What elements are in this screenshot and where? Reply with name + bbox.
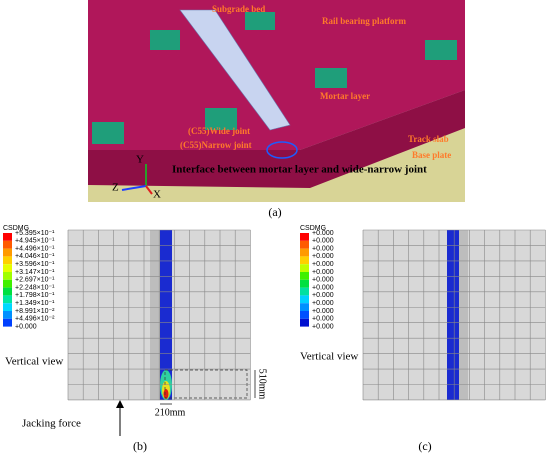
dim-label: 210mm [155,407,186,418]
legend-label: +4.496×10⁻² [15,316,55,323]
legend-swatch [3,311,12,319]
legend-swatch [3,233,12,241]
axis-arrow [121,185,147,191]
legend-label: +2.248×10⁻¹ [15,284,55,291]
block [425,40,457,60]
label: Interface between mortar layer and wide-… [172,164,427,176]
panel-a: Subgrade bed Rail bearing platform Morta… [88,0,465,219]
force-label: Jacking force [22,418,81,430]
legend-label: +0.000 [312,245,334,252]
legend-swatch [3,303,12,311]
legend-label: +0.000 [312,253,334,260]
legend-label: +0.000 [312,238,334,245]
legend-title: CSDMG [300,225,326,232]
joint-strip [179,9,291,131]
legend-title: CSDMG [3,225,29,232]
view-label: Vertical view [300,351,358,363]
legend-label: +0.000 [312,308,334,315]
dim-box [164,369,248,399]
view-label: Vertical view [5,356,63,368]
force-arrow-head [116,400,124,408]
label: Base plate [412,150,451,160]
label: Rail bearing platform [322,16,406,26]
block [92,122,124,144]
axis-label: Z [112,182,119,194]
legend-label: +3.596×10⁻¹ [15,261,55,268]
legend-label: +8.991×10⁻² [15,308,55,315]
label: (C55)Narrow joint [180,140,252,150]
legend-swatch [300,264,309,272]
caption: (c) [418,439,431,453]
legend-swatch [300,318,309,327]
legend-swatch [300,233,309,241]
legend-swatch [3,264,12,272]
legend-swatch [300,256,309,265]
legend-label: +0.000 [312,316,334,323]
legend-label: +0.000 [312,269,334,276]
base-plate [88,128,465,202]
label: (C55)Wide joint [188,126,250,136]
legend-label: +0.000 [312,230,334,237]
legend-label: +1.349×10⁻¹ [15,300,55,307]
legend-swatch [300,240,309,249]
panel-c: CSDMG Vertical view (c) +0.000+0.000+0.0… [300,225,546,453]
legend-label: +0.000 [312,284,334,291]
joint-wide [160,230,172,400]
label: Mortar layer [320,91,370,101]
legend-label: +1.798×10⁻¹ [15,292,55,299]
legend-label: +0.000 [312,323,334,330]
damage-zone [163,389,169,399]
legend-label: +2.697×10⁻¹ [15,277,55,284]
dim-label: 510mm [257,369,268,400]
interface-marker [266,141,298,159]
legend-label: +4.496×10⁻¹ [15,245,55,252]
legend-swatch [3,256,12,265]
legend-label: +0.000 [15,323,37,330]
block [245,12,275,30]
legend-swatch [3,240,12,249]
legend-label: +5.395×10⁻¹ [15,230,55,237]
legend-label: +3.147×10⁻¹ [15,269,55,276]
joint-narrow [150,230,160,400]
panel-b: CSDMG 510mm 210mm Vertical view Jacking … [3,225,268,453]
legend-swatch [3,287,12,296]
joint-wide [447,230,459,400]
legend-swatch [3,318,12,327]
legend-swatch [3,295,12,304]
axis-arrow [145,185,153,195]
legend-swatch [3,248,12,257]
legend-swatch [300,295,309,304]
legend-label: +0.000 [312,292,334,299]
joint-narrow [458,230,468,400]
block [315,68,347,88]
legend-swatch [3,272,12,280]
caption: (a) [268,205,281,219]
label: Track slab [408,134,449,144]
legend-label: +0.000 [312,300,334,307]
legend-label: +4.046×10⁻¹ [15,253,55,260]
legend-swatch [300,311,309,319]
axis-label: X [153,189,161,201]
axis-label: Y [136,154,144,166]
legend-swatch [300,248,309,257]
track-slab [88,0,465,150]
block [205,108,237,130]
legend-swatch [300,272,309,280]
caption: (b) [133,439,147,453]
label: Subgrade bed [212,4,265,14]
legend-label: +4.945×10⁻¹ [15,238,55,245]
legend-swatch [300,303,309,311]
legend-label: +0.000 [312,261,334,268]
block [150,30,180,50]
legend-swatch [300,287,309,296]
legend-label: +0.000 [312,277,334,284]
legend-swatch [300,279,309,288]
legend-swatch [3,279,12,288]
